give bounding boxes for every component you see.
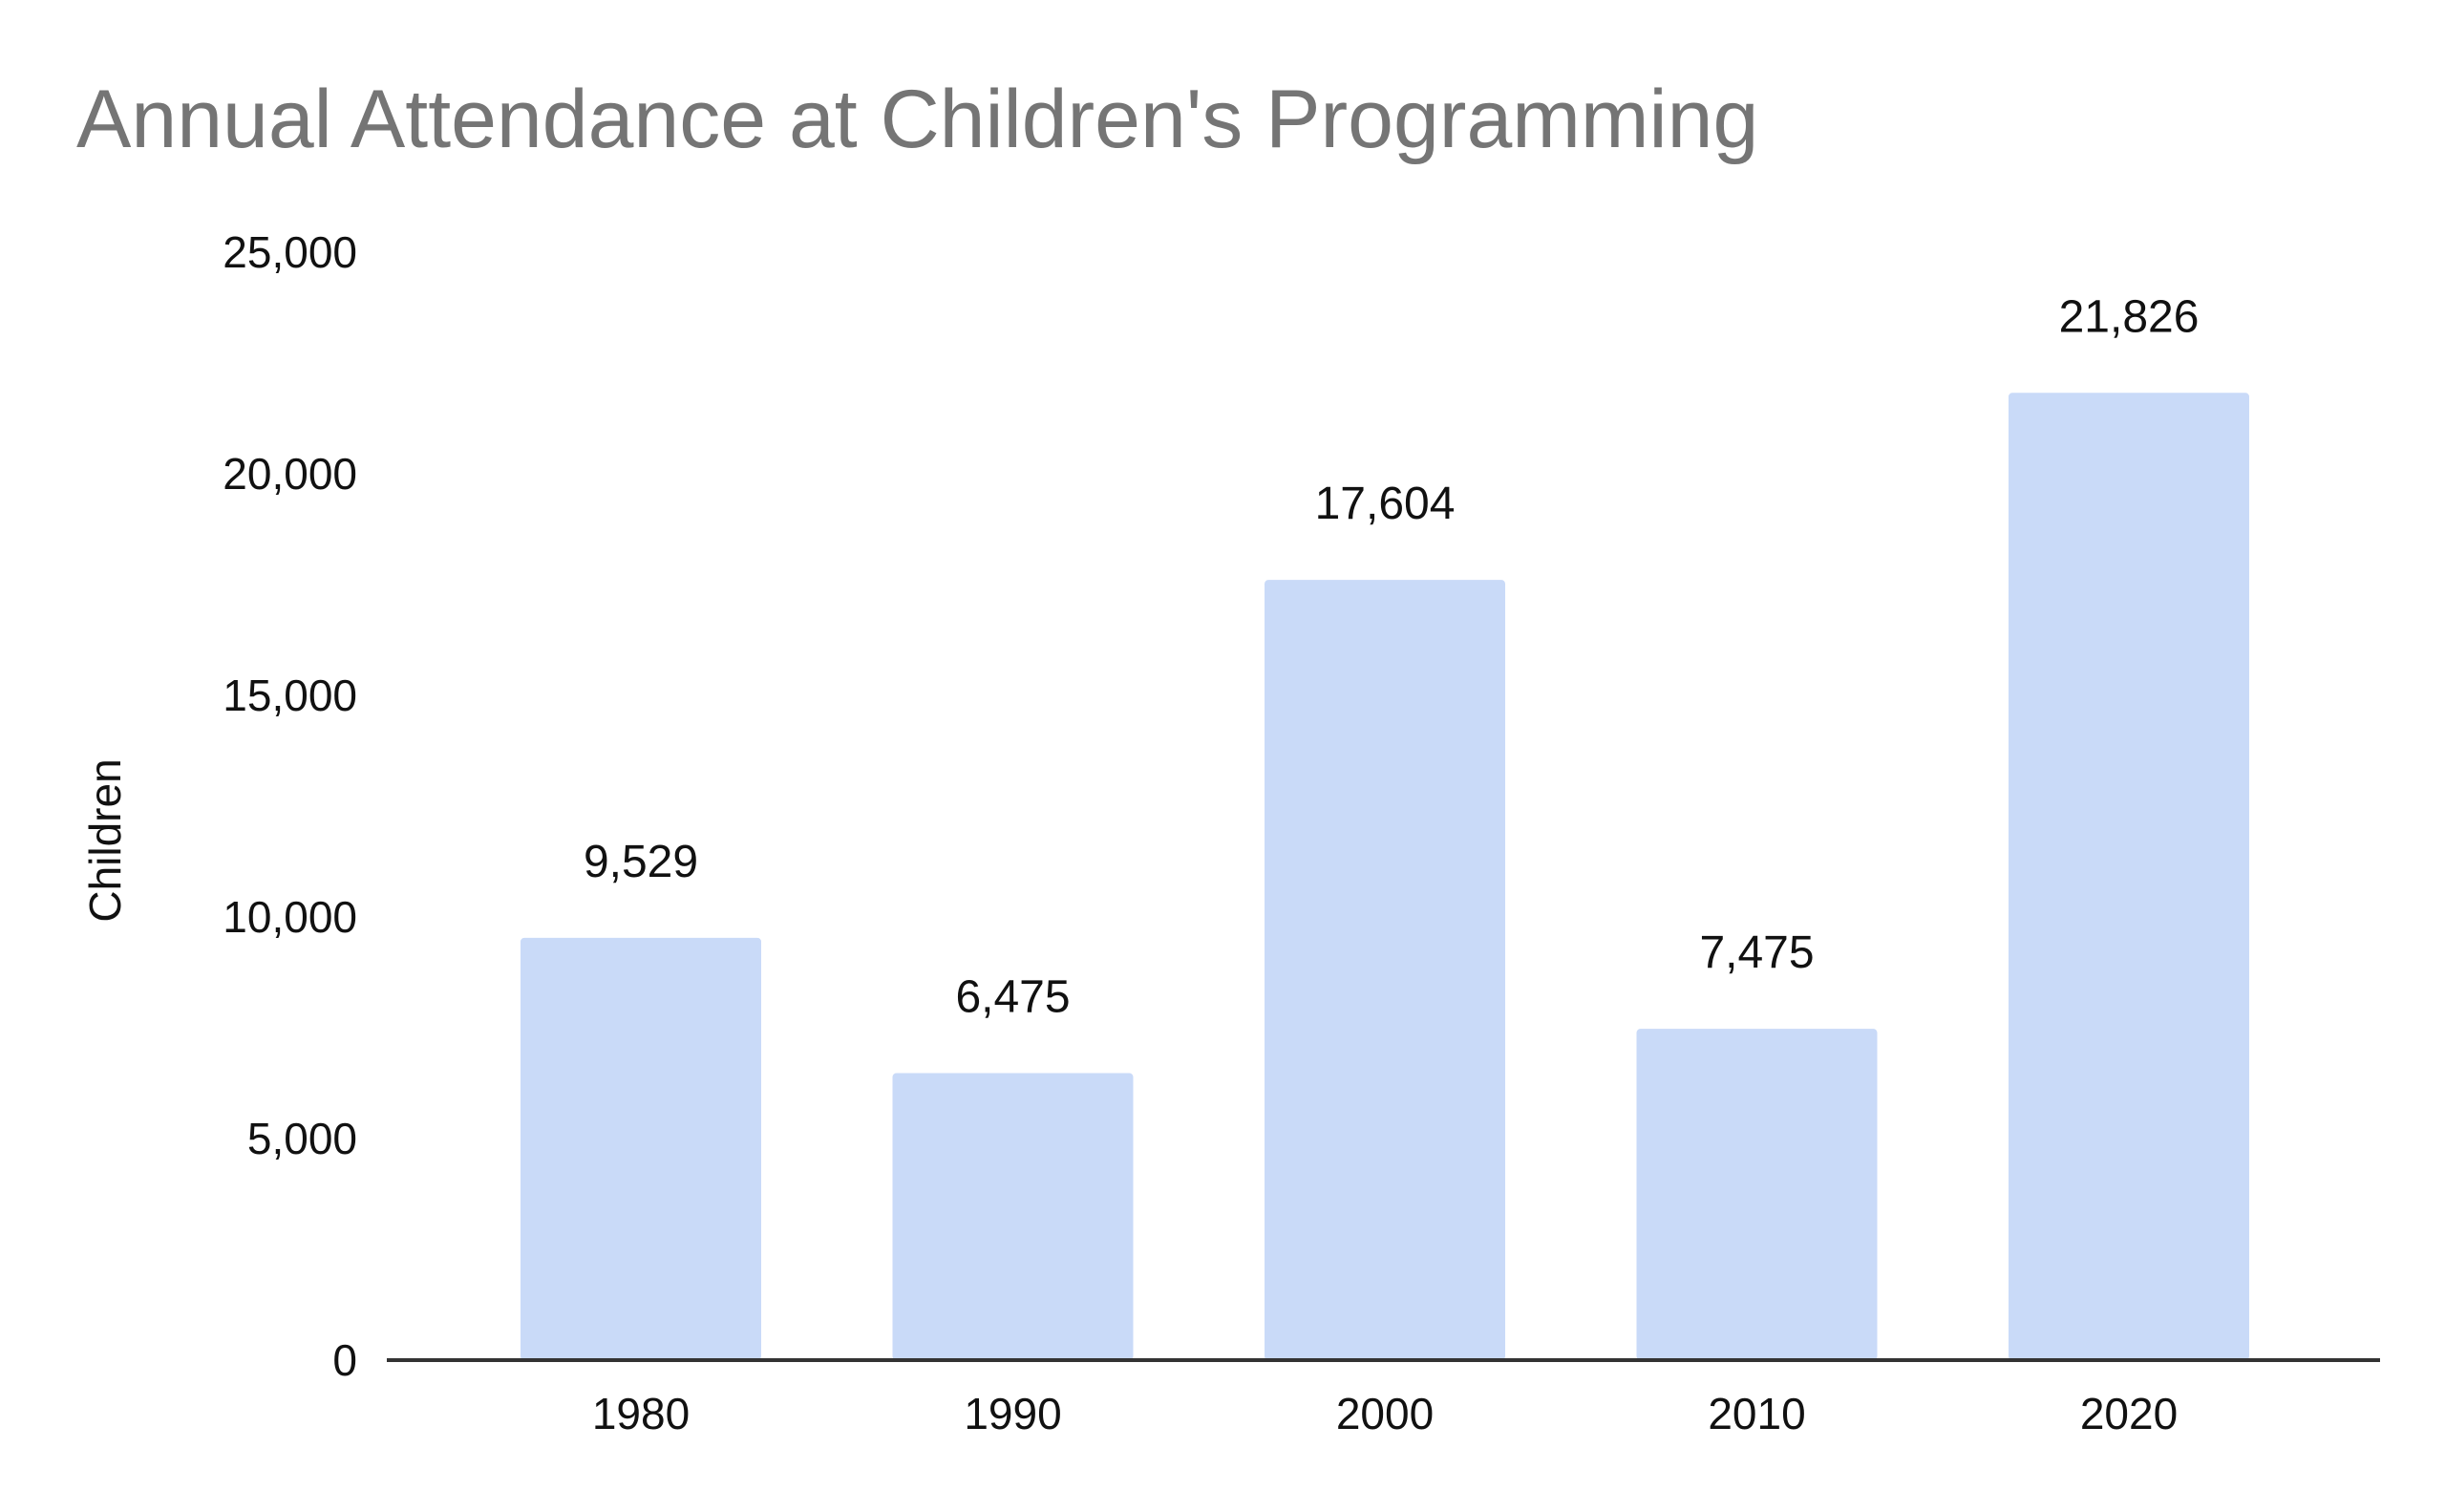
x-tick-label-2020: 2020: [2080, 1389, 2178, 1438]
bar-2020: [2009, 393, 2249, 1361]
y-tick-label: 0: [332, 1335, 357, 1385]
y-tick-label: 10,000: [223, 892, 357, 942]
y-tick-label: 25,000: [223, 227, 357, 277]
bar-2000: [1265, 580, 1505, 1360]
data-labels: 9,529 6,475 17,604 7,475 21,826: [584, 291, 2199, 1022]
x-axis-ticks: 1980 1990 2000 2010 2020: [592, 1389, 2178, 1438]
y-tick-label: 20,000: [223, 449, 357, 499]
x-tick-label-1990: 1990: [964, 1389, 1061, 1438]
data-label-2010: 7,475: [1699, 927, 1814, 978]
data-label-1990: 6,475: [955, 972, 1070, 1023]
bar-1980: [521, 937, 761, 1360]
y-axis-title-group: Children: [80, 758, 130, 922]
bar-2010: [1636, 1029, 1878, 1360]
y-axis-title: Children: [80, 758, 130, 922]
data-label-2000: 17,604: [1315, 479, 1456, 529]
x-tick-label-2010: 2010: [1708, 1389, 1805, 1438]
x-tick-label-2000: 2000: [1336, 1389, 1434, 1438]
y-tick-label: 5,000: [247, 1114, 357, 1163]
chart-title: Annual Attendance at Children's Programm…: [76, 74, 1759, 165]
data-label-2020: 21,826: [2059, 291, 2200, 342]
data-label-1980: 9,529: [584, 837, 698, 887]
bar-1990: [892, 1073, 1134, 1360]
y-tick-label: 15,000: [223, 671, 357, 720]
bars: [521, 393, 2249, 1361]
x-tick-label-1980: 1980: [592, 1389, 690, 1438]
y-axis-ticks: 0 5,000 10,000 15,000 20,000 25,000: [223, 227, 357, 1385]
